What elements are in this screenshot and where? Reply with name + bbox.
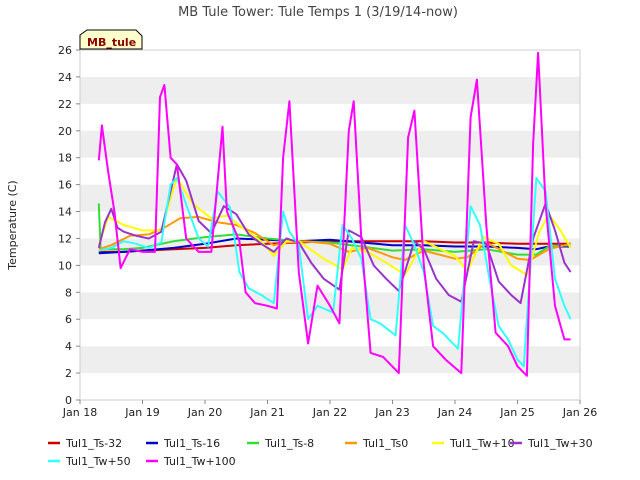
y-tick-label: 0 [65,394,72,407]
y-tick-label: 26 [58,44,72,57]
grid-band [80,50,580,77]
legend-label: Tul1_Tw+50 [65,455,131,468]
grid-band [80,184,580,212]
legend-label: Tul1_Ts-32 [65,437,122,450]
site-label: MB_tule [87,36,136,49]
grid-band [80,103,580,131]
y-tick-label: 2 [65,367,72,380]
grid-band [80,265,580,293]
x-tick-label: Jan 24 [437,406,472,419]
legend-label: Tul1_Tw+100 [163,455,236,468]
y-tick-label: 4 [65,340,72,353]
y-tick-label: 22 [58,98,72,111]
legend: Tul1_Ts-32 Tul1_Ts-16 Tul1_Ts-8 Tul1_Ts0 Tul… [48,437,593,468]
legend-label: Tul1_Tw+10 [449,437,515,450]
legend-label: Tul1_Ts0 [362,437,408,450]
series-line-tul1-tw-30 [97,163,572,305]
grid-band [80,157,580,185]
x-tick-label: Jan 22 [312,406,347,419]
y-tick-label: 6 [65,313,72,326]
series-line-tul1-tw-100 [97,51,571,377]
series-line-tul1-ts-8 [97,203,571,256]
chart-title: MB Tule Tower: Tule Temps 1 (3/19/14-now… [178,5,458,20]
y-tick-label: 12 [58,232,72,245]
legend-label: Tul1_Tw+30 [527,437,593,450]
series-lines [97,51,572,377]
y-tick-label: 24 [58,71,72,84]
y-tick-label: 10 [58,259,72,272]
y-tick-label: 8 [65,286,72,299]
grid-band [80,76,580,104]
legend-label: Tul1_Ts-16 [163,437,220,450]
grid-band [80,346,580,374]
x-tick-label: Jan 21 [249,406,284,419]
x-tick-label: Jan 20 [187,406,222,419]
x-tick-label: Jan 19 [124,406,159,419]
x-tick-label: Jan 23 [374,406,409,419]
grid-band [80,130,580,158]
series-line-tul1-tw-50 [98,176,572,368]
x-tick-label: Jan 26 [562,406,597,419]
legend-label: Tul1_Ts-8 [264,437,314,450]
x-tick-label: Jan 18 [62,406,97,419]
y-tick-label: 16 [58,179,72,192]
site-label-box: MB_tule [79,29,143,50]
y-axis-label: Temperature (C) [6,180,19,270]
x-tick-label: Jan 25 [499,406,534,419]
series-line-tul1-tw-10 [97,176,572,276]
grid-band [80,373,580,400]
series-line-tul1-ts-16 [98,237,571,255]
y-tick-label: 18 [58,152,72,165]
plot-background-bands [80,50,580,400]
y-tick-label: 14 [58,206,72,219]
y-tick-label: 20 [58,125,72,138]
